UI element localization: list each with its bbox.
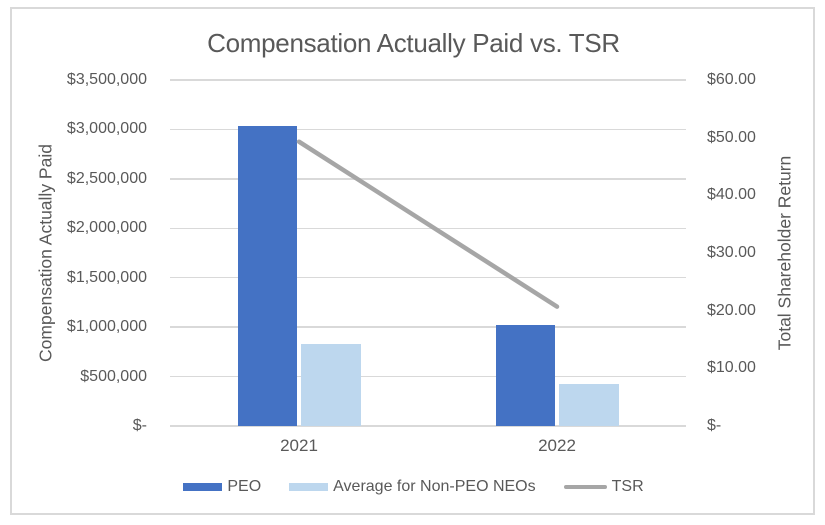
legend: PEO Average for Non-PEO NEOs TSR xyxy=(10,478,817,496)
right-axis-tick-label: $10.00 xyxy=(707,359,756,377)
category-label: 2022 xyxy=(538,436,576,455)
left-axis-tick-label: $- xyxy=(132,417,147,434)
right-axis-tick-label: $50.00 xyxy=(707,128,756,146)
right-axis-tick-label: $60.00 xyxy=(707,71,756,88)
left-axis-tick-label: $2,500,000 xyxy=(66,169,147,187)
right-axis-tick-label: $20.00 xyxy=(707,301,756,319)
right-axis-tick-label: $- xyxy=(707,417,722,434)
left-axis-tick-label: $2,000,000 xyxy=(66,219,147,237)
right-axis-tick-label: $40.00 xyxy=(707,186,756,204)
category-label: 2021 xyxy=(280,436,318,455)
legend-item-tsr: TSR xyxy=(563,478,644,496)
legend-swatch-peo xyxy=(183,483,223,491)
gridline xyxy=(170,79,686,81)
legend-label-tsr: TSR xyxy=(611,478,644,495)
left-axis-tick-label: $1,500,000 xyxy=(66,268,147,286)
left-axis-tick-label: $3,500,000 xyxy=(66,71,147,88)
right-axis-tick-label: $30.00 xyxy=(707,244,756,261)
left-axis-tick-label: $500,000 xyxy=(80,367,147,385)
legend-swatch-tsr xyxy=(563,484,607,490)
legend-swatch-nonpeo-neos xyxy=(289,483,329,491)
bar-peo xyxy=(495,324,555,426)
bar-nonpeo-neos xyxy=(559,384,619,426)
legend-item-nonpeo-neos: Average for Non-PEO NEOs xyxy=(289,478,536,496)
legend-label-peo: PEO xyxy=(227,478,262,495)
gridline xyxy=(170,128,686,131)
legend-item-peo: PEO xyxy=(183,478,261,496)
bar-peo xyxy=(237,126,297,426)
right-axis-title: Total Shareholder Return xyxy=(774,155,795,351)
gridline xyxy=(170,326,686,328)
gridline xyxy=(170,425,686,427)
chart-title: Compensation Actually Paid vs. TSR xyxy=(207,28,620,58)
left-axis-tick-label: $3,000,000 xyxy=(66,120,147,138)
legend-label-nonpeo-neos: Average for Non-PEO NEOs xyxy=(333,478,536,495)
left-axis-tick-label: $1,000,000 xyxy=(66,318,147,336)
gridline xyxy=(170,375,686,378)
bar-nonpeo-neos xyxy=(301,343,361,426)
